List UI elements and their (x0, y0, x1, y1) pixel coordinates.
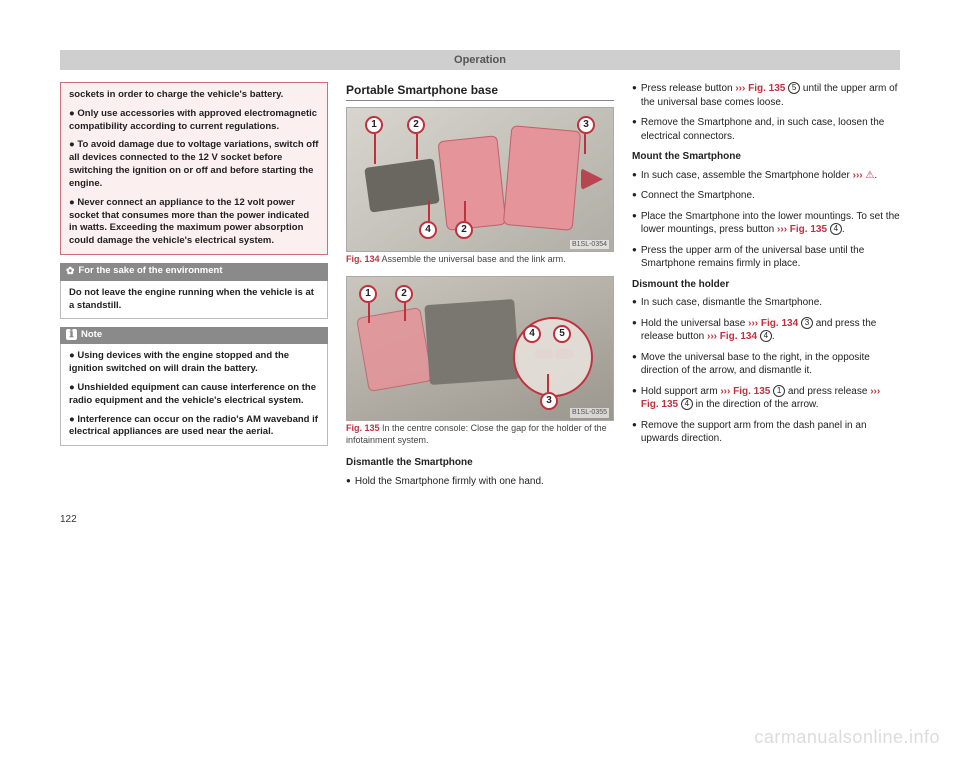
bullet: Connect the Smartphone. (632, 189, 900, 203)
warning-box: sockets in order to charge the vehicle's… (60, 82, 328, 255)
bullet: Move the universal base to the right, in… (632, 351, 900, 378)
bullet-text: Press the upper arm of the universal bas… (641, 244, 900, 271)
flower-icon (66, 265, 74, 279)
section-title: Portable Smartphone base (346, 82, 614, 101)
dismantle-heading: Dismantle the Smartphone (346, 456, 614, 470)
callout-line (464, 201, 466, 221)
fig-ref: ››› Fig. 135 (735, 83, 785, 94)
text: Hold support arm (641, 386, 720, 397)
fig-ref: Fig. 135 (346, 423, 380, 433)
callout-1: 1 (359, 285, 377, 303)
text: . (772, 331, 775, 342)
holder-shape-left (437, 135, 506, 231)
bullet: Place the Smartphone into the lower moun… (632, 210, 900, 237)
bullet-text: Remove the Smartphone and, in such case,… (641, 116, 900, 143)
text: . (874, 170, 877, 181)
warning-p4: ● Never connect an appliance to the 12 v… (69, 197, 319, 248)
note-p2: ● Unshielded equipment can cause interfe… (69, 382, 319, 408)
ref-num: 3 (801, 317, 813, 329)
fig-ref: ››› Fig. 135 (777, 224, 827, 235)
environment-box: Do not leave the engine running when the… (60, 281, 328, 320)
warning-p2: ● Only use accessories with approved ele… (69, 108, 319, 134)
callout-line (428, 201, 430, 221)
fig-ref: Fig. 134 (346, 254, 380, 264)
note-title: Note (81, 329, 102, 342)
bullet: Remove the support arm from the dash pan… (632, 419, 900, 446)
holder-shape-right (503, 125, 581, 231)
bullet-text: Press release button ››› Fig. 135 5 unti… (641, 82, 900, 109)
text: Hold the universal base (641, 318, 748, 329)
callout-line (547, 374, 549, 392)
fig-ref: ››› Fig. 134 (707, 331, 757, 342)
environment-title: For the sake of the environment (78, 265, 222, 278)
callout-3: 3 (540, 392, 558, 410)
note-p1: ● Using devices with the engine stopped … (69, 350, 319, 376)
environment-header: For the sake of the environment (60, 263, 328, 281)
note-header: Note (60, 327, 328, 344)
bullet: Remove the Smartphone and, in such case,… (632, 116, 900, 143)
text: and press release (785, 386, 870, 397)
bullet: In such case, dismantle the Smartphone. (632, 296, 900, 310)
watermark: carmanualsonline.info (754, 727, 940, 748)
caption-text: Assemble the universal base and the link… (380, 254, 566, 264)
warning-p3: ● To avoid damage due to voltage variati… (69, 139, 319, 190)
bullet-text: Connect the Smartphone. (641, 189, 755, 203)
page-header: Operation (60, 50, 900, 70)
bullet-text: Hold support arm ››› Fig. 135 1 and pres… (641, 385, 900, 412)
figure-id: B1SL-0354 (570, 240, 609, 249)
bullet-text: In such case, assemble the Smartphone ho… (641, 169, 877, 183)
page-number: 122 (60, 514, 77, 525)
warning-p1: sockets in order to charge the vehicle's… (69, 89, 319, 102)
caption-text: In the centre console: Close the gap for… (346, 423, 607, 445)
column-1: sockets in order to charge the vehicle's… (60, 82, 328, 495)
callout-line (368, 303, 370, 323)
text: Press release button (641, 83, 736, 94)
figure-134: 1 2 3 4 2 B1SL-0354 (346, 107, 614, 252)
bullet: Hold support arm ››› Fig. 135 1 and pres… (632, 385, 900, 412)
column-2: Portable Smartphone base 1 2 3 4 2 B1SL-… (346, 82, 614, 495)
figure-id: B1SL-0355 (570, 408, 609, 417)
text: . (842, 224, 845, 235)
bullet-text: Place the Smartphone into the lower moun… (641, 210, 900, 237)
callout-5: 5 (553, 325, 571, 343)
callout-line (416, 134, 418, 159)
ref-num: 4 (681, 398, 693, 410)
fig-ref: ››› (853, 170, 863, 181)
info-icon (66, 329, 77, 342)
bullet-text: Hold the Smartphone firmly with one hand… (355, 475, 544, 489)
fig-ref: ››› Fig. 135 (720, 386, 770, 397)
ref-num: 5 (788, 82, 800, 94)
bullet-text: Move the universal base to the right, in… (641, 351, 900, 378)
environment-body: Do not leave the engine running when the… (69, 287, 314, 311)
console-shape (424, 299, 519, 385)
callout-4: 4 (523, 325, 541, 343)
ref-num: 1 (773, 385, 785, 397)
text: Place the Smartphone into the lower moun… (641, 211, 900, 236)
note-box: ● Using devices with the engine stopped … (60, 344, 328, 446)
mount-heading: Mount the Smartphone (632, 150, 900, 164)
ref-num: 4 (760, 330, 772, 342)
text: In such case, assemble the Smartphone ho… (641, 170, 853, 181)
bullet: Press release button ››› Fig. 135 5 unti… (632, 82, 900, 109)
caption-134: Fig. 134 Assemble the universal base and… (346, 254, 614, 266)
text: in the direction of the arrow. (693, 399, 819, 410)
fig-ref: ››› Fig. 134 (748, 318, 798, 329)
ref-num: 4 (830, 223, 842, 235)
bullet: Hold the universal base ››› Fig. 134 3 a… (632, 317, 900, 344)
figure-135: 1 2 4 5 3 B1SL-0355 (346, 276, 614, 421)
bullet: In such case, assemble the Smartphone ho… (632, 169, 900, 183)
dismount-heading: Dismount the holder (632, 278, 900, 292)
caption-135: Fig. 135 In the centre console: Close th… (346, 423, 614, 446)
callout-line (584, 134, 586, 154)
callout-line (404, 303, 406, 321)
callout-2: 2 (395, 285, 413, 303)
note-p3: ● Interference can occur on the radio's … (69, 414, 319, 440)
column-3: Press release button ››› Fig. 135 5 unti… (632, 82, 900, 495)
bullet-text: In such case, dismantle the Smartphone. (641, 296, 822, 310)
bullet-text: Remove the support arm from the dash pan… (641, 419, 900, 446)
bullet: Press the upper arm of the universal bas… (632, 244, 900, 271)
callout-line (374, 134, 376, 164)
bullet: Hold the Smartphone firmly with one hand… (346, 475, 614, 489)
bullet-text: Hold the universal base ››› Fig. 134 3 a… (641, 317, 900, 344)
